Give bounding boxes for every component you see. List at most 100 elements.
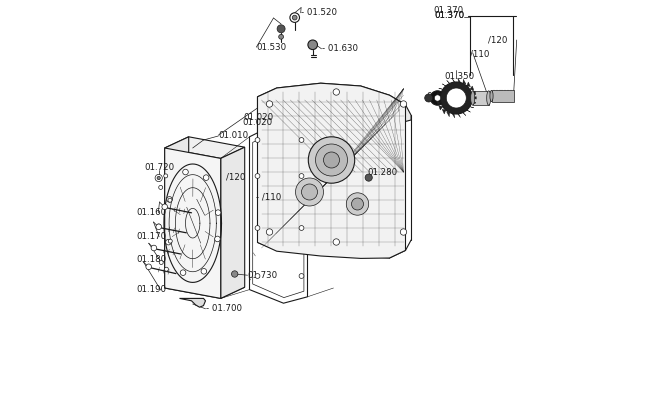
Ellipse shape: [471, 91, 475, 105]
Text: - /110: - /110: [256, 192, 281, 201]
Circle shape: [157, 224, 161, 228]
Polygon shape: [470, 86, 474, 90]
Polygon shape: [439, 88, 443, 89]
Text: 01.360: 01.360: [426, 92, 457, 101]
Circle shape: [168, 239, 173, 243]
Circle shape: [183, 169, 188, 175]
Circle shape: [324, 152, 340, 168]
Circle shape: [266, 101, 273, 107]
Text: 01.010: 01.010: [218, 131, 249, 140]
Circle shape: [316, 144, 348, 176]
Polygon shape: [180, 298, 206, 307]
Polygon shape: [437, 102, 441, 105]
Polygon shape: [165, 137, 189, 288]
FancyBboxPatch shape: [473, 91, 489, 105]
Text: 01.180: 01.180: [136, 256, 167, 264]
Circle shape: [167, 196, 173, 202]
Polygon shape: [463, 112, 466, 116]
Circle shape: [346, 193, 368, 215]
Polygon shape: [452, 78, 455, 82]
Text: 01.350: 01.350: [444, 72, 475, 81]
Ellipse shape: [487, 91, 491, 105]
FancyBboxPatch shape: [492, 90, 514, 102]
Polygon shape: [436, 97, 440, 99]
Circle shape: [232, 271, 238, 277]
Circle shape: [201, 268, 206, 274]
Polygon shape: [458, 78, 460, 82]
Circle shape: [424, 94, 433, 102]
Circle shape: [151, 245, 157, 251]
Circle shape: [255, 174, 260, 178]
Polygon shape: [437, 92, 441, 94]
Circle shape: [180, 270, 186, 276]
Circle shape: [162, 204, 167, 210]
Circle shape: [447, 88, 466, 108]
Text: 01.530: 01.530: [256, 43, 286, 52]
Polygon shape: [472, 91, 476, 94]
Circle shape: [434, 95, 441, 101]
Circle shape: [299, 226, 304, 230]
Polygon shape: [467, 82, 471, 87]
Circle shape: [255, 226, 260, 230]
Polygon shape: [258, 83, 406, 258]
Circle shape: [215, 236, 220, 242]
Circle shape: [159, 186, 163, 190]
Text: 01.020: 01.020: [243, 114, 273, 122]
Text: 01.160: 01.160: [136, 208, 167, 217]
Circle shape: [159, 260, 163, 264]
Circle shape: [255, 138, 260, 142]
Ellipse shape: [490, 90, 493, 102]
Polygon shape: [470, 107, 474, 108]
Circle shape: [352, 198, 363, 210]
Text: /120: /120: [488, 36, 507, 44]
Polygon shape: [467, 110, 471, 112]
Circle shape: [277, 25, 285, 33]
Circle shape: [292, 15, 297, 20]
Circle shape: [290, 13, 299, 22]
Circle shape: [156, 224, 161, 230]
Circle shape: [203, 175, 209, 180]
Circle shape: [440, 82, 472, 114]
Polygon shape: [165, 277, 245, 298]
Text: /120: /120: [227, 172, 245, 181]
Circle shape: [308, 40, 318, 50]
Polygon shape: [442, 109, 446, 114]
Circle shape: [400, 229, 407, 235]
Polygon shape: [458, 114, 460, 118]
Polygon shape: [165, 148, 221, 298]
Text: - 01.700: - 01.700: [206, 304, 242, 313]
Circle shape: [333, 239, 340, 245]
Circle shape: [163, 174, 168, 178]
Circle shape: [165, 239, 171, 245]
Polygon shape: [472, 102, 476, 104]
Polygon shape: [442, 84, 446, 86]
Circle shape: [430, 91, 445, 105]
Circle shape: [165, 267, 169, 271]
Circle shape: [155, 174, 162, 182]
Circle shape: [255, 274, 260, 278]
Text: 01.170: 01.170: [136, 232, 167, 241]
Polygon shape: [258, 83, 411, 141]
Text: /110: /110: [469, 49, 489, 58]
Text: 01.190: 01.190: [136, 286, 166, 294]
Circle shape: [333, 89, 340, 95]
Polygon shape: [447, 112, 450, 117]
Text: - 01.520: - 01.520: [301, 8, 337, 17]
Circle shape: [400, 101, 407, 107]
Circle shape: [296, 178, 324, 206]
Text: 01.720: 01.720: [144, 163, 174, 172]
Circle shape: [299, 174, 304, 178]
Circle shape: [146, 264, 152, 270]
Circle shape: [157, 176, 160, 180]
Polygon shape: [472, 97, 477, 99]
Circle shape: [301, 184, 318, 200]
Circle shape: [299, 274, 304, 278]
Circle shape: [365, 174, 372, 181]
Polygon shape: [452, 114, 455, 118]
Circle shape: [266, 229, 273, 235]
Circle shape: [279, 34, 283, 39]
Circle shape: [309, 137, 355, 183]
Text: 01.370: 01.370: [434, 12, 464, 20]
Polygon shape: [221, 147, 245, 298]
Polygon shape: [439, 106, 443, 110]
